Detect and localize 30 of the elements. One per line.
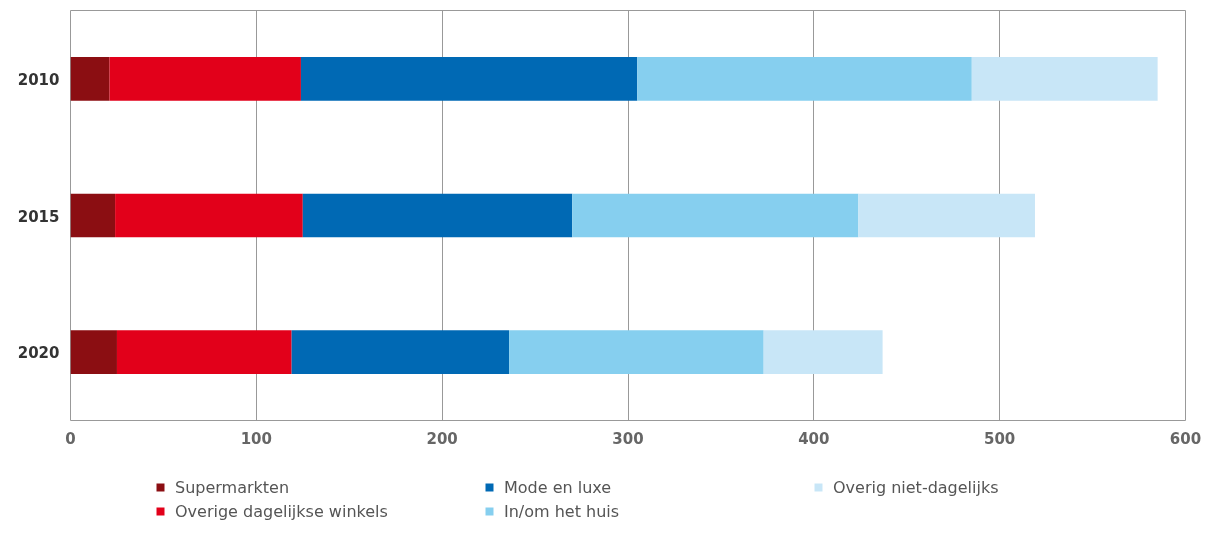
bar: [291, 330, 510, 375]
x-tick-label: 400: [798, 429, 830, 448]
y-tick-label: 2020: [17, 344, 60, 363]
x-tick-label: 0: [65, 429, 76, 448]
bar: [302, 193, 573, 238]
bar: [70, 330, 117, 375]
bar: [509, 330, 764, 375]
bar: [70, 193, 116, 238]
bar: [572, 193, 859, 238]
legend-label: Overige dagelijkse winkels: [175, 501, 389, 521]
legend-label: In/om het huis: [504, 501, 621, 521]
bar: [115, 193, 303, 238]
y-tick-label: 2010: [17, 70, 60, 89]
x-tick-label: 500: [984, 429, 1016, 448]
bar: [858, 193, 1035, 238]
bar: [109, 56, 301, 101]
x-tick-label: 200: [426, 429, 458, 448]
legend-label: Supermarkten: [175, 477, 291, 497]
bar: [116, 330, 292, 375]
y-tick-label: 2015: [17, 207, 60, 226]
bar: [971, 56, 1158, 101]
legend-label: Overig niet-dagelijks: [833, 477, 1000, 497]
bar: [763, 330, 883, 375]
x-tick-label: 300: [612, 429, 644, 448]
x-tick-label: 600: [1169, 429, 1202, 448]
legend-label: Mode en luxe: [504, 477, 613, 497]
bar: [300, 56, 638, 101]
x-tick-label: 100: [240, 429, 272, 448]
bar: [70, 56, 110, 101]
bar: [637, 56, 972, 101]
